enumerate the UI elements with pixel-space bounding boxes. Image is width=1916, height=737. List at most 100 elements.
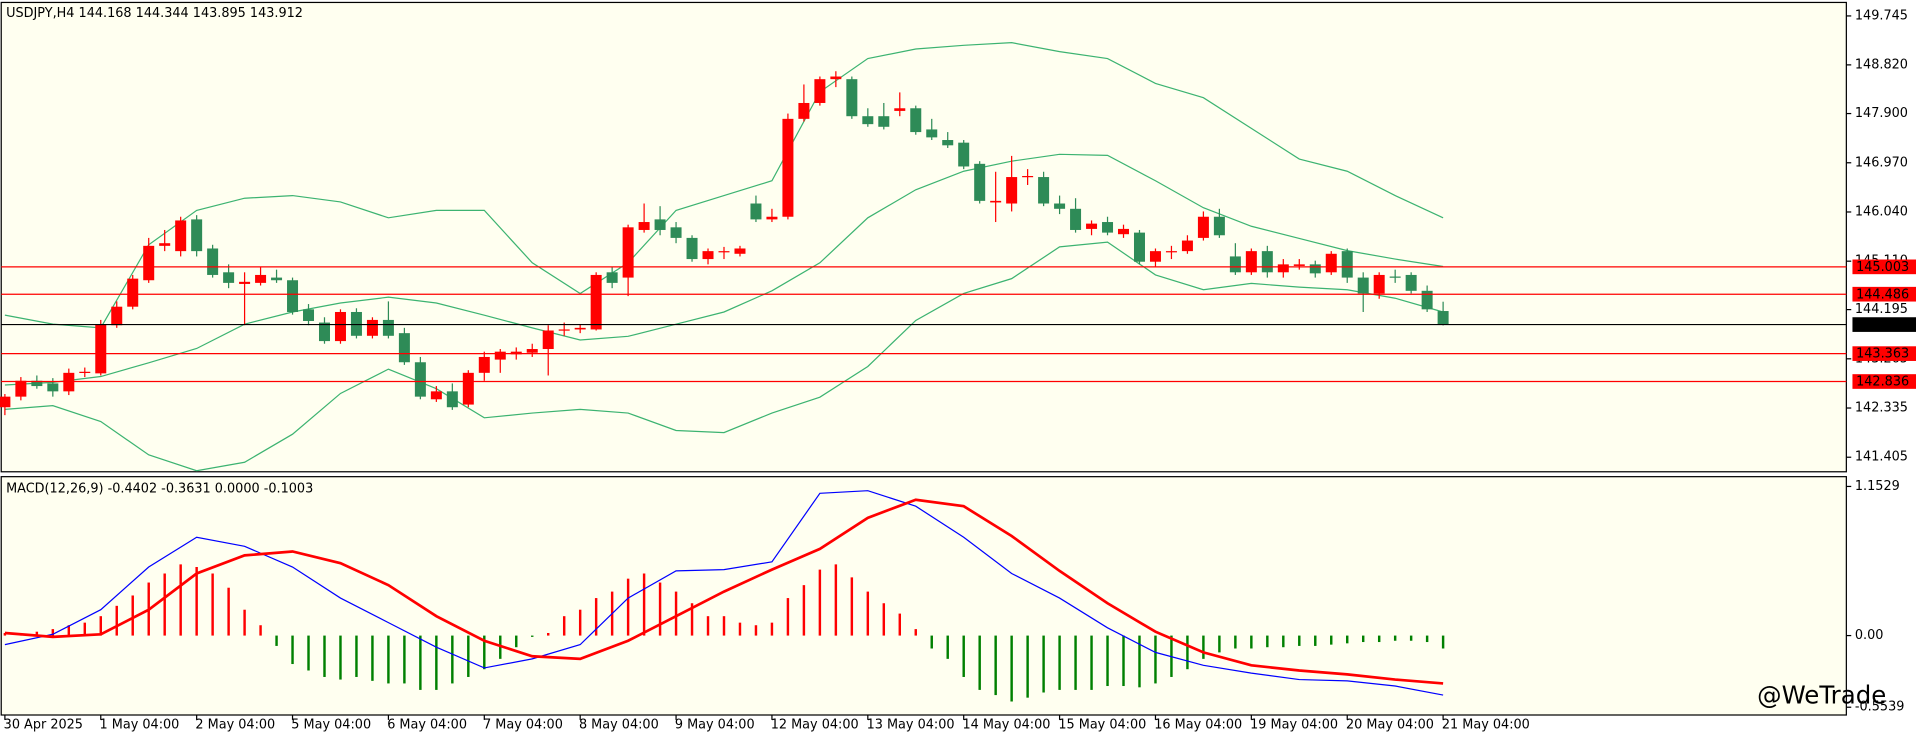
candle-body	[478, 356, 490, 373]
candle-body	[271, 277, 283, 281]
candle-body	[47, 383, 59, 392]
line-series	[4, 498, 1444, 685]
price-label: 143.912	[1856, 318, 1909, 333]
candle-body	[1245, 251, 1257, 273]
price-label: 144.486	[1856, 287, 1909, 302]
candle-body	[1149, 251, 1161, 262]
x-tick-label: 12 May 04:00	[771, 717, 859, 732]
candle-body	[446, 391, 458, 408]
candle-body	[926, 129, 938, 138]
price-label-box	[1852, 259, 1916, 275]
candle-body	[1437, 311, 1449, 325]
candle-body	[990, 200, 1002, 203]
x-tick-label: 9 May 04:00	[675, 717, 755, 732]
candle-body	[622, 227, 634, 278]
candle-body	[0, 396, 11, 408]
candle-body	[1102, 222, 1114, 233]
candle-body	[414, 362, 426, 397]
plot-layer: 149.745148.820147.900146.970146.040145.1…	[0, 8, 1916, 732]
price-label-box	[1852, 286, 1916, 302]
y-tick-label: 1.1529	[1855, 479, 1900, 494]
x-tick-label: 16 May 04:00	[1154, 717, 1242, 732]
x-tick-label: 1 May 04:00	[100, 717, 180, 732]
candle-body	[334, 311, 346, 342]
candle-body	[1421, 290, 1433, 310]
y-tick-label: 144.195	[1855, 302, 1908, 317]
price-label: 143.363	[1856, 347, 1909, 362]
candle-body	[287, 280, 299, 312]
candle-body	[430, 391, 442, 400]
y-tick-label: 146.040	[1855, 204, 1908, 219]
candle-body	[670, 227, 682, 238]
x-tick-label: 7 May 04:00	[483, 717, 563, 732]
candle-body	[159, 243, 171, 246]
y-tick-label: 0.00	[1855, 628, 1884, 643]
candle-body	[1405, 274, 1417, 291]
y-tick-label: 146.970	[1855, 155, 1908, 170]
line-series	[4, 241, 1444, 472]
candle-body	[510, 351, 522, 355]
candle-body	[1006, 177, 1018, 204]
candle-body	[846, 79, 858, 117]
candle-body	[255, 274, 267, 283]
candle-body	[638, 222, 650, 230]
candle-body	[207, 248, 219, 275]
candle-body	[910, 108, 922, 133]
candle-body	[878, 116, 890, 127]
candle-body	[542, 330, 554, 350]
x-tick-label: 14 May 04:00	[962, 717, 1050, 732]
candle-body	[15, 380, 27, 397]
x-tick-label: 19 May 04:00	[1250, 717, 1338, 732]
candle-body	[1181, 240, 1193, 252]
candle-body	[1054, 203, 1066, 209]
candle-body	[350, 311, 362, 336]
x-tick-label: 6 May 04:00	[387, 717, 467, 732]
x-tick-label: 13 May 04:00	[867, 717, 955, 732]
candle-body	[223, 272, 235, 283]
candle-body	[79, 371, 91, 373]
candle-body	[782, 118, 794, 217]
candle-body	[318, 322, 330, 342]
y-tick-label: 148.820	[1855, 57, 1908, 72]
candle-body	[1357, 277, 1369, 294]
y-tick-label: 147.900	[1855, 106, 1908, 121]
candle-body	[494, 351, 506, 360]
candle-body	[239, 281, 251, 284]
y-tick-label: 149.745	[1855, 8, 1908, 23]
line-series	[4, 490, 1444, 696]
candle-body	[766, 216, 778, 220]
candle-body	[1261, 251, 1273, 273]
price-label: 142.836	[1856, 375, 1909, 390]
candle-body	[942, 140, 954, 146]
y-tick-label: 142.335	[1855, 401, 1908, 416]
candle-body	[1277, 264, 1289, 273]
y-tick-label: -0.5539	[1855, 700, 1905, 715]
candle-body	[398, 333, 410, 363]
candle-body	[462, 372, 474, 405]
candle-body	[111, 306, 123, 326]
y-tick-label: 141.405	[1855, 450, 1908, 465]
candle-body	[894, 108, 906, 111]
candle-body	[686, 237, 698, 260]
candle-body	[574, 327, 586, 330]
candle-body	[1038, 177, 1050, 204]
price-label-box	[1852, 374, 1916, 389]
candle-body	[974, 163, 986, 201]
x-tick-label: 21 May 04:00	[1442, 717, 1530, 732]
candle-body	[734, 248, 746, 254]
candle-body	[1293, 264, 1305, 266]
candle-body	[1373, 274, 1385, 294]
candle-body	[590, 274, 602, 330]
candle-body	[31, 380, 43, 387]
candle-body	[1309, 264, 1321, 274]
candle-body	[1133, 232, 1145, 262]
price-label-box	[1852, 346, 1916, 361]
candle-body	[702, 251, 714, 260]
candle-body	[606, 272, 618, 283]
candle-body	[558, 329, 570, 331]
candle-body	[1389, 276, 1401, 278]
candle-body	[366, 319, 378, 336]
candle-body	[1070, 208, 1082, 230]
candle-body	[654, 219, 666, 230]
